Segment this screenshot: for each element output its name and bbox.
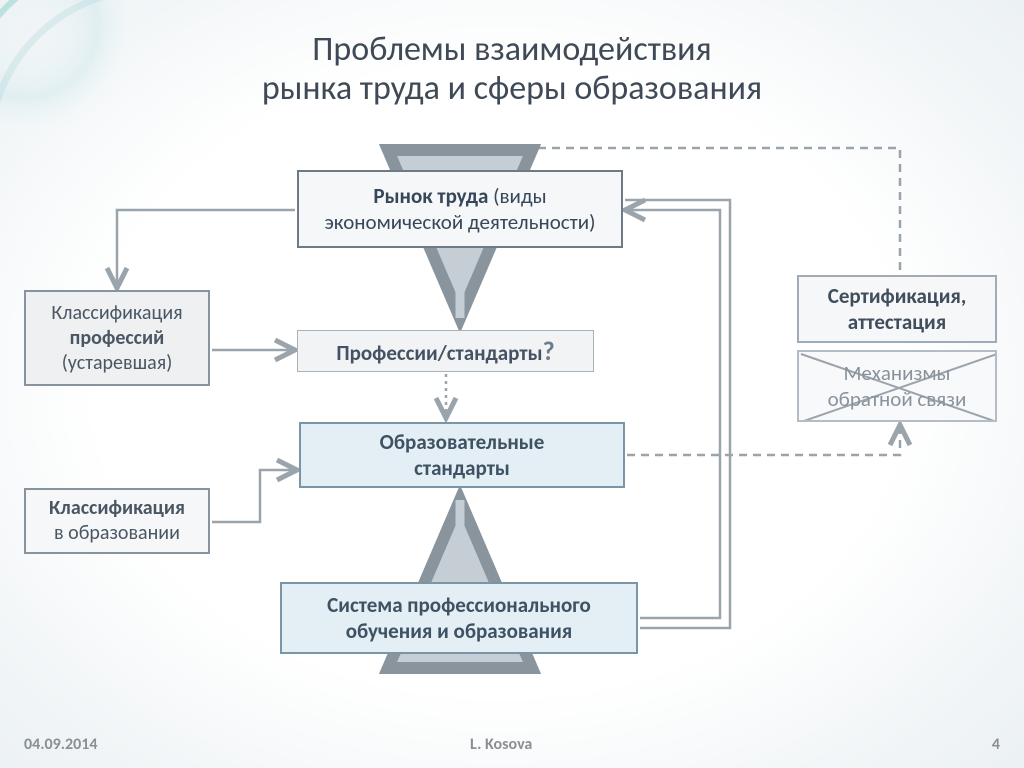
box-professions-standards: Профессии/стандарты? bbox=[297, 330, 594, 372]
feedback-l1: Механизмы bbox=[843, 360, 950, 386]
footer-author: L. Kosova bbox=[470, 735, 532, 754]
edu-std-l1: Образовательные bbox=[380, 429, 545, 455]
edu-std-l2: стандарты bbox=[414, 455, 510, 481]
footer-date: 04.09.2014 bbox=[24, 735, 97, 754]
cls-edu-l2: в образовании bbox=[54, 521, 180, 545]
box-classification-education: Классификация в образовании bbox=[24, 488, 210, 554]
cert-l1: Сертификация, bbox=[828, 283, 967, 309]
cls-edu-l1: Классификация bbox=[49, 496, 185, 520]
box-classification-professions: Классификация профессий (устаревшая) bbox=[24, 290, 210, 386]
box-certification: Сертификация, аттестация bbox=[797, 275, 997, 343]
vet-l2: обучения и образования bbox=[346, 618, 573, 644]
box-labor-market: Рынок труда (виды экономической деятельн… bbox=[297, 170, 623, 248]
prof-std-text: Профессии/стандарты bbox=[336, 340, 542, 366]
slide-title: Проблемы взаимодействия рынка труда и сф… bbox=[0, 30, 1024, 108]
box-vet-system: Система профессионального обучения и обр… bbox=[280, 582, 638, 654]
cls-prof-l1: Классификация bbox=[51, 301, 182, 325]
title-line1: Проблемы взаимодействия bbox=[312, 29, 711, 70]
feedback-l2: обратной связи bbox=[828, 386, 967, 412]
footer-page: 4 bbox=[992, 735, 1000, 754]
cert-l2: аттестация bbox=[848, 309, 946, 335]
box-feedback-mechanisms: Механизмы обратной связи bbox=[797, 350, 997, 422]
cls-prof-l3: (устаревшая) bbox=[62, 351, 173, 375]
labor-market-bold: Рынок труда bbox=[373, 183, 488, 209]
slide: Проблемы взаимодействия рынка труда и сф… bbox=[0, 0, 1024, 768]
title-line2: рынка труда и сферы образования bbox=[262, 68, 762, 109]
vet-l1: Система профессионального bbox=[327, 592, 591, 618]
box-educational-standards: Образовательные стандарты bbox=[299, 422, 625, 488]
prof-std-qmark: ? bbox=[543, 335, 555, 367]
cls-prof-l2: профессий bbox=[70, 326, 165, 350]
labor-market-rest: (виды bbox=[488, 183, 546, 209]
labor-market-line2: экономической деятельности) bbox=[324, 209, 595, 235]
